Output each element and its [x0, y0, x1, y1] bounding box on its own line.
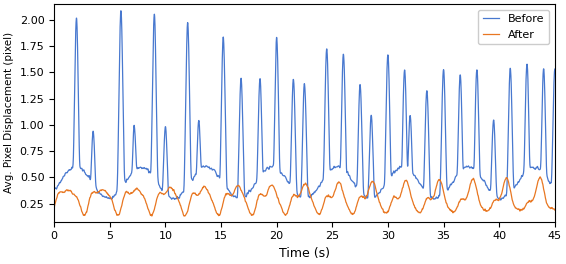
After [551, 208, 558, 211]
Legend: Before, After: Before, After [478, 10, 549, 44]
Before [488, 173, 495, 177]
Before [498, 198, 504, 201]
Before [51, 187, 58, 191]
After [488, 205, 495, 208]
Before [551, 68, 558, 71]
After [265, 188, 272, 192]
After [542, 196, 548, 199]
Before [138, 166, 144, 169]
Line: Before: Before [54, 11, 555, 200]
Before [542, 111, 548, 114]
After [108, 197, 115, 201]
After [51, 206, 58, 210]
Y-axis label: Avg. Pixel Displacement (pixel): Avg. Pixel Displacement (pixel) [4, 32, 14, 194]
Before [118, 9, 125, 12]
Before [243, 195, 250, 198]
Line: After: After [54, 177, 555, 216]
After [243, 201, 250, 204]
X-axis label: Time (s): Time (s) [279, 247, 330, 260]
Before [108, 197, 115, 200]
After [181, 214, 188, 218]
After [138, 192, 144, 195]
Before [265, 166, 272, 169]
After [537, 175, 544, 178]
